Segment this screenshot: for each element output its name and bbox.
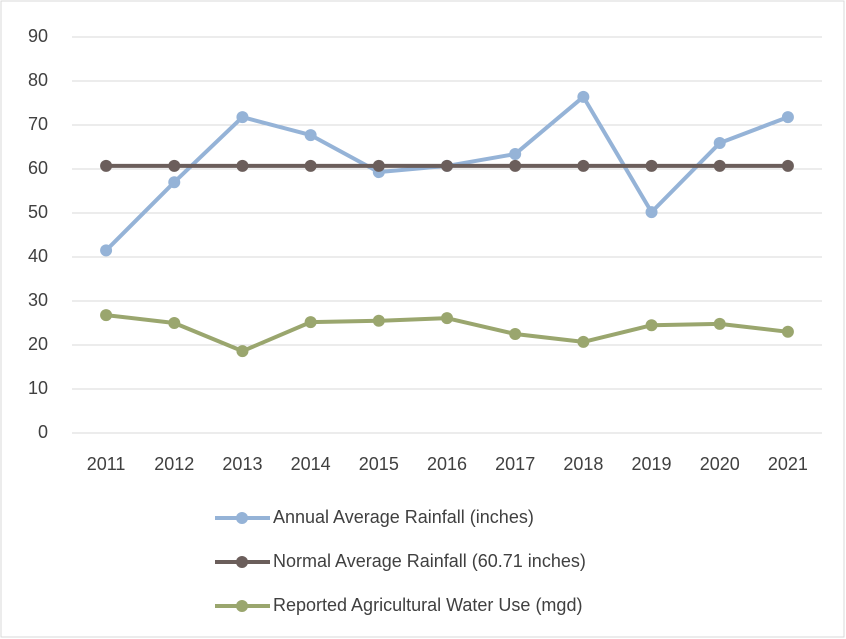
data-point xyxy=(713,317,726,330)
data-point xyxy=(304,159,317,172)
data-point xyxy=(509,148,522,161)
x-tick-label: 2020 xyxy=(700,454,740,474)
x-tick-label: 2016 xyxy=(427,454,467,474)
x-tick-label: 2015 xyxy=(359,454,399,474)
y-tick-label: 30 xyxy=(28,290,48,310)
y-tick-label: 60 xyxy=(28,158,48,178)
data-point xyxy=(509,159,522,172)
x-tick-label: 2019 xyxy=(632,454,672,474)
y-tick-label: 70 xyxy=(28,114,48,134)
data-point xyxy=(781,111,794,124)
y-tick-label: 50 xyxy=(28,202,48,222)
y-tick-label: 10 xyxy=(28,378,48,398)
x-tick-label: 2018 xyxy=(563,454,603,474)
data-point xyxy=(781,325,794,338)
data-point xyxy=(168,317,181,329)
y-tick-label: 40 xyxy=(28,246,48,266)
x-tick-label: 2017 xyxy=(495,454,535,474)
data-point xyxy=(713,137,726,150)
data-point xyxy=(304,129,317,142)
data-point xyxy=(441,159,453,172)
data-point xyxy=(168,159,181,172)
data-point xyxy=(236,111,249,124)
legend-marker xyxy=(236,600,248,612)
x-tick-label: 2021 xyxy=(768,454,808,474)
y-tick-label: 80 xyxy=(28,70,48,90)
x-tick-label: 2012 xyxy=(154,454,194,474)
data-point xyxy=(781,159,794,172)
y-tick-label: 20 xyxy=(28,334,48,354)
data-point xyxy=(372,314,385,327)
data-point xyxy=(577,335,590,348)
data-point xyxy=(713,159,726,172)
data-point xyxy=(236,345,249,358)
legend-label: Normal Average Rainfall (60.71 inches) xyxy=(273,551,586,571)
x-tick-label: 2014 xyxy=(291,454,331,474)
legend-label: Reported Agricultural Water Use (mgd) xyxy=(273,595,582,615)
data-point xyxy=(236,159,249,172)
data-point xyxy=(304,316,317,329)
data-point xyxy=(441,312,453,325)
data-point xyxy=(509,328,522,340)
data-point xyxy=(577,159,590,172)
x-tick-label: 2013 xyxy=(222,454,262,474)
legend-marker xyxy=(236,512,248,524)
y-tick-label: 90 xyxy=(28,26,48,46)
legend-marker xyxy=(236,556,248,568)
data-point xyxy=(577,90,590,103)
x-tick-label: 2011 xyxy=(87,454,126,474)
data-point xyxy=(100,159,113,172)
data-point xyxy=(645,319,658,332)
data-point xyxy=(100,244,113,257)
data-point xyxy=(372,159,385,172)
data-point xyxy=(645,159,658,172)
y-tick-label: 0 xyxy=(38,422,48,442)
data-point xyxy=(645,206,658,219)
legend-label: Annual Average Rainfall (inches) xyxy=(273,507,534,527)
data-point xyxy=(100,309,113,322)
data-point xyxy=(168,176,181,189)
